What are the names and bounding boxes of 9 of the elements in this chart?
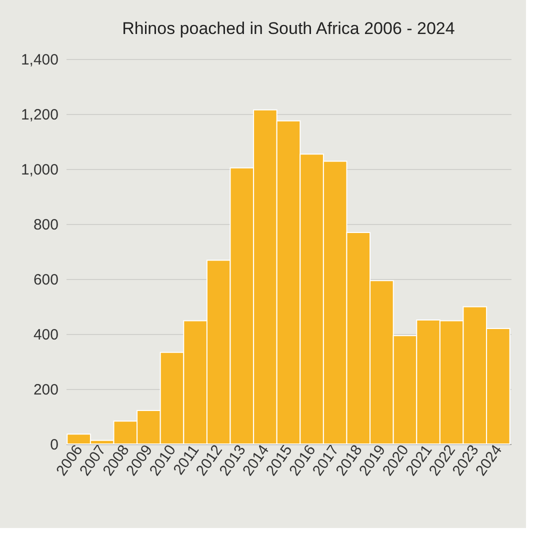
y-tick-label: 1,400 bbox=[20, 52, 58, 68]
y-tick-label: 1,000 bbox=[20, 162, 58, 178]
y-tick-label: 800 bbox=[33, 216, 58, 234]
y-tick-label: 600 bbox=[33, 272, 58, 288]
y-tick-label: 0 bbox=[50, 436, 58, 454]
chart-title: Rhinos poached in South Africa 2006 - 2024 bbox=[122, 19, 455, 38]
y-tick-label: 1,200 bbox=[20, 106, 58, 124]
y-tick-label: 200 bbox=[33, 382, 58, 398]
y-tick-label: 400 bbox=[33, 326, 58, 344]
